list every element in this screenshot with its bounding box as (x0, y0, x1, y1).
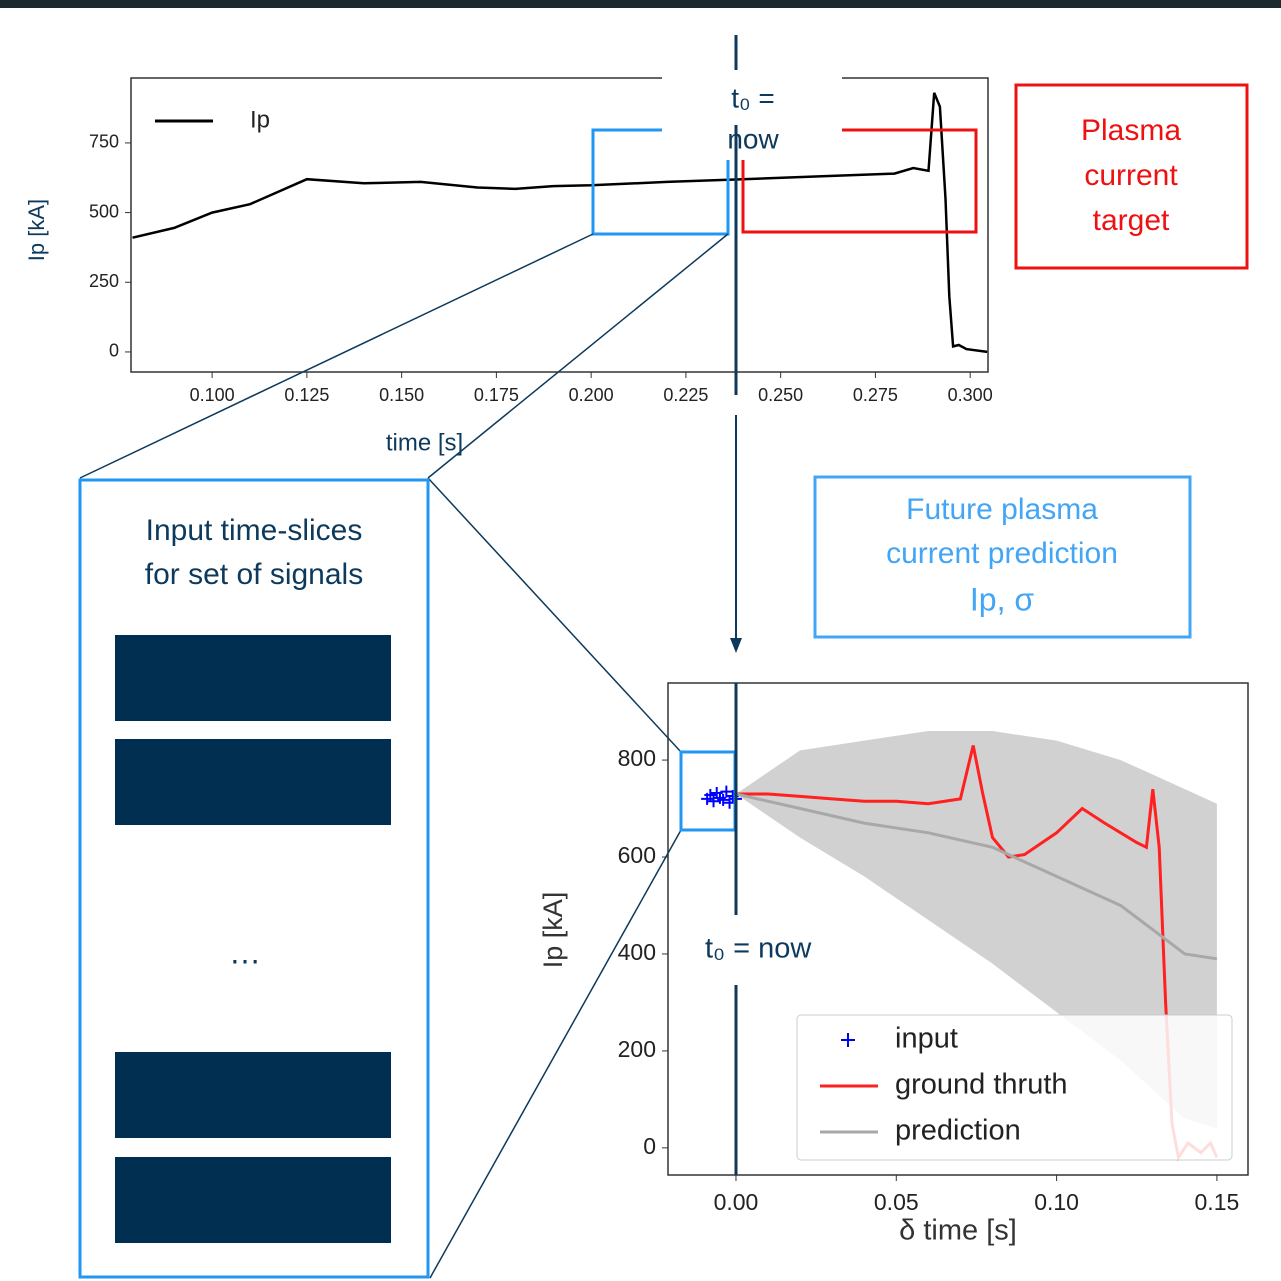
y-axis-label: Ip [kA] (538, 892, 568, 969)
x-axis-label: δ time [s] (899, 1215, 1017, 1247)
x-tick-label: 0.100 (190, 385, 235, 405)
t0-label: t₀ = (731, 82, 775, 113)
y-tick-label: 0 (109, 341, 119, 361)
t0-label: now (727, 123, 779, 154)
connector (79, 233, 594, 479)
connector (427, 477, 682, 753)
input-window (591, 128, 730, 236)
signal-slice (115, 739, 391, 825)
charts: 0.100 0.125 0.150 0.175 0.200 0.225 0.250 0.275… (24, 77, 1249, 1247)
connector (429, 829, 682, 1279)
prediction-text: Future plasma (906, 493, 1098, 526)
legend-label: input (895, 1023, 958, 1055)
legend-label: ground thruth (895, 1069, 1068, 1101)
target-text: Plasma (1081, 114, 1181, 147)
y-tick-label: 750 (89, 132, 119, 152)
x-tick-label: 0.275 (853, 385, 898, 405)
chart: 0.00 0.05 0.10 0.15 0 200 400 600 800 δ time [s] I… (538, 682, 1249, 1247)
legend-marker (841, 1033, 855, 1047)
legend-label: Ip (250, 106, 270, 133)
target-box (1014, 83, 1249, 270)
arrow-head (730, 638, 742, 653)
signal-slice (115, 1157, 391, 1243)
input-box (78, 478, 430, 1279)
legend-box (796, 1014, 1233, 1161)
x-tick-label: 0.15 (1195, 1189, 1240, 1215)
top-strip (0, 0, 1281, 8)
legend-label: prediction (895, 1115, 1021, 1147)
x-tick-label: 0.300 (948, 385, 993, 405)
input-marker (717, 793, 730, 806)
y-tick-label: 0 (643, 1133, 656, 1159)
chart: 0.100 0.125 0.150 0.175 0.200 0.225 0.250 0.275… (24, 77, 993, 456)
annotation: t₀ = now (705, 933, 812, 965)
x-tick-label: 0.150 (379, 385, 424, 405)
x-tick-label: 0.00 (714, 1189, 759, 1215)
y-tick-label: 400 (618, 939, 656, 965)
target-window (741, 128, 978, 234)
target-text: target (1093, 204, 1170, 237)
y-axis-label: Ip [kA] (24, 199, 49, 261)
prediction-text: current prediction (886, 537, 1118, 570)
x-tick-label: 0.05 (874, 1189, 919, 1215)
signal-slice (115, 635, 391, 721)
signal-slice (115, 1052, 391, 1138)
y-tick-label: 600 (618, 842, 656, 868)
x-tick-label: 0.10 (1034, 1189, 1079, 1215)
x-tick-label: 0.125 (284, 385, 329, 405)
ellipsis: … (229, 934, 261, 970)
y-tick-label: 800 (618, 745, 656, 771)
connector (427, 233, 729, 479)
y-tick-label: 200 (618, 1036, 656, 1062)
series-line (735, 792, 1218, 961)
prediction-text: Ip, σ (970, 581, 1034, 617)
input-text: Input time-slices (146, 514, 363, 547)
y-tick-label: 250 (89, 271, 119, 291)
input-marker (720, 785, 733, 798)
x-tick-label: 0.200 (569, 385, 614, 405)
y-tick-label: 500 (89, 201, 119, 221)
target-text: current (1084, 159, 1178, 192)
input-text: for set of signals (145, 558, 363, 591)
x-tick-label: 0.250 (758, 385, 803, 405)
label-bg (662, 72, 842, 160)
prediction-box (813, 475, 1192, 639)
input-marker (707, 795, 720, 808)
x-tick-label: 0.225 (663, 385, 708, 405)
x-tick-label: 0.175 (474, 385, 519, 405)
plot-frame (667, 682, 1249, 1176)
input-marker (704, 788, 717, 801)
x-axis-label: time [s] (386, 429, 463, 456)
